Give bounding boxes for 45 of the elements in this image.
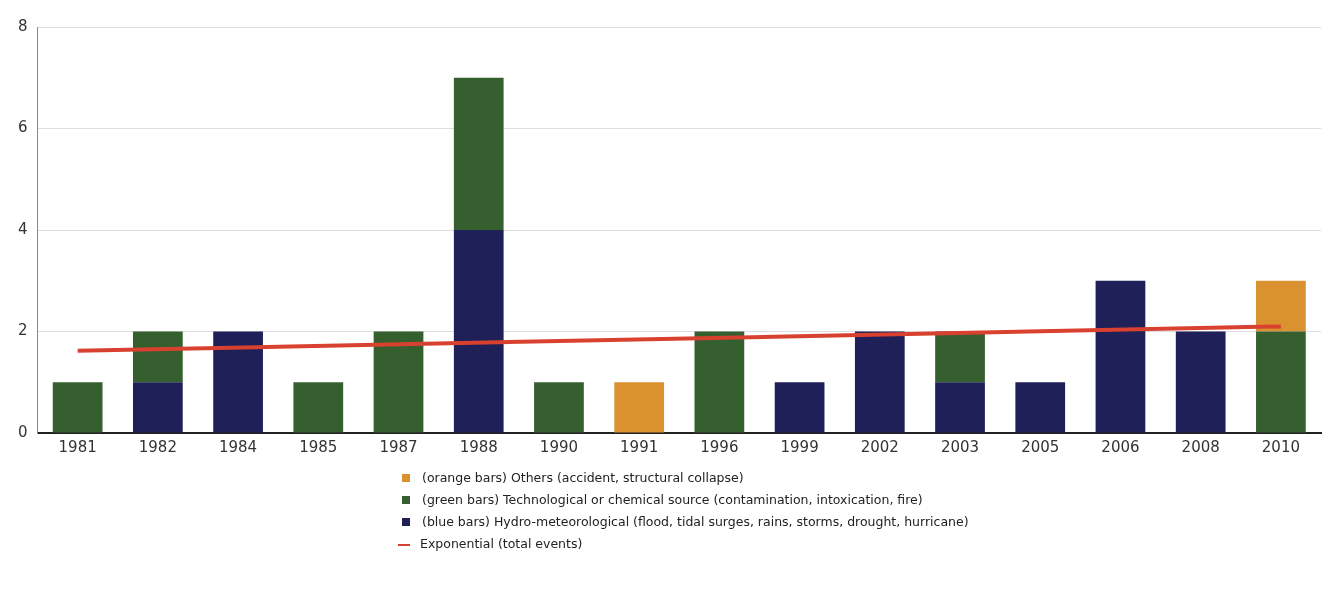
y-tick-label: 6: [18, 118, 28, 137]
x-tick-label: 1988: [459, 437, 498, 456]
x-tick-label: 2010: [1261, 437, 1300, 456]
x-tick-label: 1984: [218, 437, 258, 456]
bar: [694, 331, 745, 433]
y-tick-label: 0: [18, 422, 28, 441]
bar: [1015, 382, 1066, 433]
y-tick-label: 2: [18, 321, 28, 340]
x-tick-label: 2006: [1101, 437, 1140, 456]
x-tick-label: 1990: [539, 437, 579, 456]
bar: [1256, 331, 1306, 433]
bar: [1175, 331, 1226, 433]
bar: [774, 382, 825, 433]
x-tick-label: 1985: [299, 437, 338, 456]
bar: [453, 230, 504, 433]
x-tick-label: 2003: [940, 437, 980, 456]
y-tick-label: 4: [18, 219, 28, 238]
bar: [1256, 280, 1306, 332]
bar: [935, 331, 985, 383]
legend-label: (blue bars) Hydro-meteorological (flood, tidal surges, rains, storms, drought, hurricane): [422, 514, 969, 529]
bar: [534, 382, 584, 433]
x-tick-label: 1982: [138, 437, 177, 456]
bar: [133, 382, 183, 433]
bar: [52, 382, 103, 433]
legend-label: (green bars) Technological or chemical source (contamination, intoxication, fire): [422, 492, 923, 507]
bar: [453, 77, 504, 230]
y-tick-label: 8: [18, 16, 28, 35]
x-tick-label: 1991: [620, 437, 659, 456]
bar: [373, 331, 424, 433]
bar: [293, 382, 344, 433]
bar: [614, 382, 665, 433]
x-tick-label: 2005: [1021, 437, 1060, 456]
x-tick-label: 2008: [1181, 437, 1220, 456]
bar: [213, 331, 263, 433]
x-tick-label: 1999: [780, 437, 819, 456]
x-tick-label: 2002: [860, 437, 899, 456]
bar: [1095, 280, 1146, 433]
x-tick-label: 1987: [379, 437, 418, 456]
bar: [133, 331, 183, 383]
bar: [935, 382, 985, 433]
x-tick-label: 1996: [700, 437, 739, 456]
legend-label: Exponential (total events): [420, 536, 583, 551]
x-tick-label: 1981: [58, 437, 97, 456]
bar: [854, 331, 905, 433]
legend-label: (orange bars) Others (accident, structural collapse): [422, 470, 744, 485]
